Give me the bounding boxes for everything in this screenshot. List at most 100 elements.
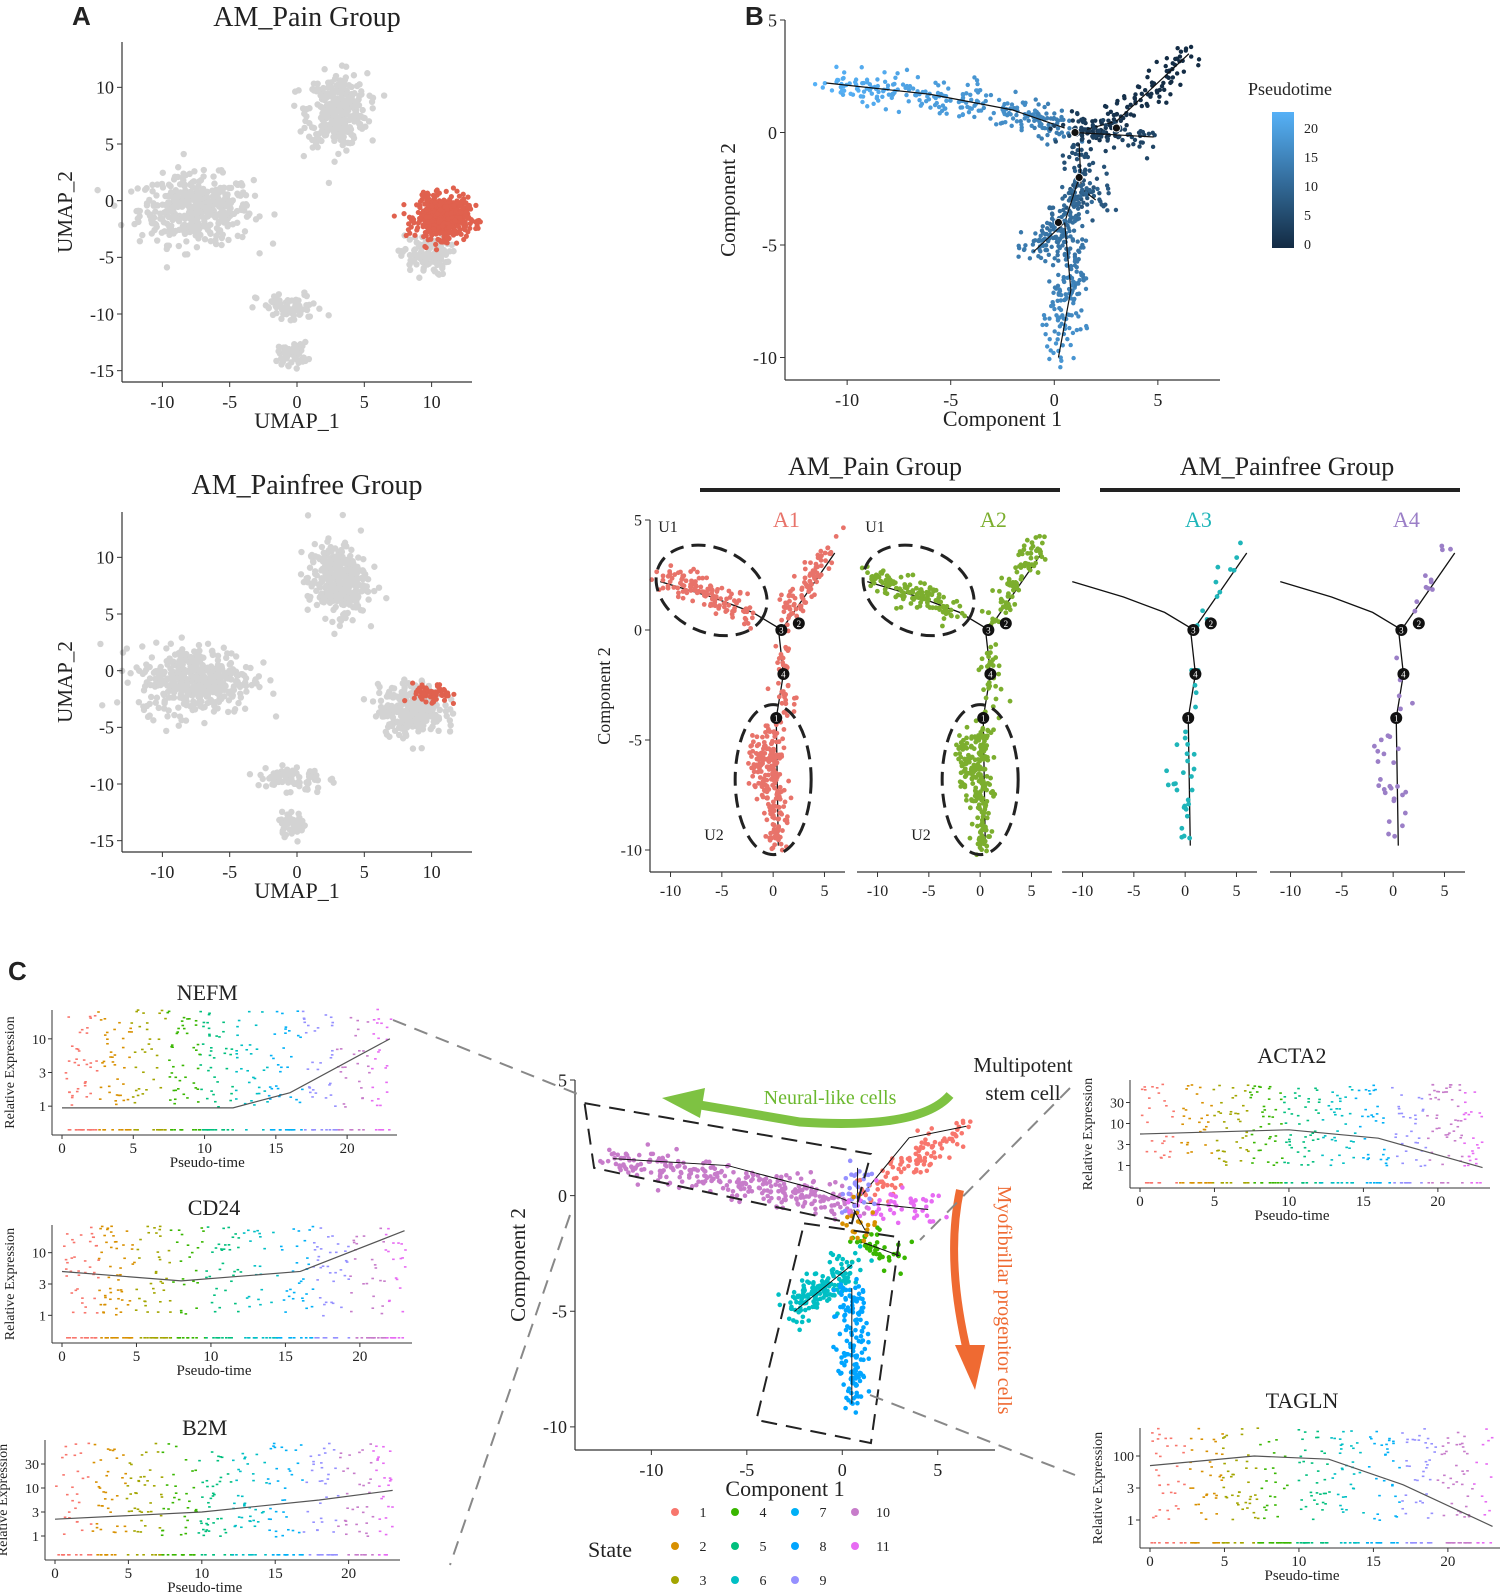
pseudotime-cell-point bbox=[1111, 112, 1117, 118]
umap-cell-point bbox=[336, 579, 344, 587]
umap-cell-point bbox=[295, 823, 302, 830]
umap-cell-point bbox=[278, 808, 286, 816]
pseudotime-cell-point bbox=[1047, 336, 1052, 342]
umap-cell-point bbox=[243, 688, 250, 695]
group-cell-point bbox=[770, 782, 776, 788]
umap-cell-point bbox=[314, 80, 321, 87]
umap-cell-point bbox=[211, 702, 218, 710]
pseudotime-cell-point bbox=[1053, 341, 1059, 346]
group-cell-point bbox=[986, 662, 992, 668]
umap-cell-point bbox=[338, 547, 345, 555]
group-cell-point bbox=[977, 845, 983, 851]
group-cell-point bbox=[904, 584, 910, 590]
umap-cell-point bbox=[113, 699, 121, 706]
umap-cell-point bbox=[141, 683, 149, 690]
group-cell-point bbox=[775, 804, 781, 810]
umap-cell-point bbox=[237, 192, 244, 199]
group-cell-point bbox=[1180, 770, 1186, 776]
pseudotime-cell-point bbox=[923, 98, 929, 104]
pseudotime-cell-point bbox=[1054, 130, 1059, 135]
pseudotime-cell-point bbox=[965, 82, 970, 88]
pseudotime-y-tick-label: -5 bbox=[762, 235, 777, 255]
umap-cell-point bbox=[190, 225, 197, 232]
umap-cell-point bbox=[201, 223, 208, 230]
group-cell-point bbox=[1182, 735, 1188, 741]
state-cell-point bbox=[813, 1206, 818, 1212]
umap-cell-point bbox=[307, 773, 314, 781]
umap-cell-point bbox=[285, 362, 292, 369]
umap-cell-point bbox=[333, 81, 341, 89]
umap-cell-point bbox=[262, 783, 270, 790]
pseudotime-cell-point bbox=[1023, 243, 1028, 248]
umap-cell-point bbox=[297, 341, 304, 348]
umap_painfree-x-tick-label: -10 bbox=[150, 862, 174, 882]
umap-cell-point bbox=[366, 92, 373, 99]
group-cell-point bbox=[777, 784, 783, 790]
pseudotime-cell-point bbox=[882, 79, 888, 84]
umap-cell-point bbox=[343, 147, 350, 154]
group-cell-point bbox=[764, 817, 770, 823]
group-cell-point bbox=[993, 696, 999, 702]
pseudotime-colorbar bbox=[1272, 112, 1294, 248]
group-cell-point bbox=[927, 585, 933, 590]
pseudotime-cell-point bbox=[1068, 246, 1073, 251]
panel-label-A1: A1 bbox=[773, 507, 800, 532]
umap-cell-point bbox=[181, 181, 189, 189]
group-cell-point bbox=[718, 596, 724, 602]
umap_pain-y-tick-label: -10 bbox=[90, 304, 114, 324]
pseudotime-cell-point bbox=[1076, 248, 1081, 253]
pseudotime-cell-point bbox=[1074, 259, 1080, 264]
group-cell-point bbox=[668, 563, 674, 569]
umap-cell-point bbox=[334, 123, 342, 131]
group-cell-point bbox=[722, 600, 728, 606]
umap-cell-point bbox=[171, 679, 178, 687]
group-cell-point bbox=[1035, 570, 1041, 575]
branch-node-label: 4 bbox=[1193, 670, 1198, 680]
umap-cell-point bbox=[390, 691, 397, 699]
pseudotime-cell-point bbox=[968, 92, 973, 97]
group-cell-point bbox=[665, 583, 671, 589]
umap-cell-point bbox=[133, 207, 140, 215]
umap-cell-point bbox=[192, 198, 199, 206]
group-cell-point bbox=[748, 625, 754, 631]
group-cell-point bbox=[770, 746, 776, 752]
umap-cell-point bbox=[306, 105, 313, 112]
umap-cell-point bbox=[161, 698, 168, 706]
group-cell-point bbox=[1375, 748, 1381, 754]
pseudotime-cell-point bbox=[1069, 313, 1074, 318]
pseudotime-cell-point bbox=[1126, 143, 1131, 148]
pseudotime-cell-point bbox=[1022, 246, 1027, 252]
group-cell-point bbox=[1385, 733, 1391, 739]
group-cell-point bbox=[765, 795, 770, 801]
group-cell-point bbox=[980, 786, 986, 792]
umap-cell-point bbox=[330, 111, 338, 119]
group-cell-point bbox=[679, 582, 685, 588]
umap-cell-point bbox=[170, 196, 177, 203]
group-cell-point bbox=[1189, 787, 1195, 793]
pseudotime-cell-point bbox=[1189, 54, 1194, 59]
group-cell-point bbox=[1375, 759, 1381, 764]
umap-highlight-point bbox=[438, 200, 444, 206]
pseudotime-cell-point bbox=[1106, 190, 1111, 196]
umap-cell-point bbox=[313, 587, 320, 595]
group-cell-point bbox=[779, 592, 784, 598]
group-cell-point bbox=[982, 838, 988, 844]
pseudotime-cell-point bbox=[1044, 322, 1049, 328]
pseudotime-cell-point bbox=[1052, 234, 1058, 240]
pseudotime-cell-point bbox=[1052, 256, 1057, 261]
group-cell-point bbox=[993, 683, 999, 689]
group-cell-point bbox=[799, 587, 805, 593]
pseudotime-cell-point bbox=[1056, 243, 1061, 249]
umap-cell-point bbox=[398, 718, 405, 725]
umap-cell-point bbox=[376, 689, 383, 697]
group-cell-point bbox=[774, 827, 780, 832]
umap-cell-point bbox=[332, 586, 340, 594]
umap-cell-point bbox=[195, 641, 203, 649]
umap-highlight-point bbox=[420, 189, 427, 195]
group-cell-point bbox=[980, 778, 986, 784]
group-cell-point bbox=[760, 794, 766, 800]
group-cell-point bbox=[1003, 610, 1009, 616]
branch-node-label: 4 bbox=[1401, 670, 1406, 680]
pseudotime-cell-point bbox=[936, 83, 941, 88]
branch-node-label: 4 bbox=[988, 670, 993, 680]
